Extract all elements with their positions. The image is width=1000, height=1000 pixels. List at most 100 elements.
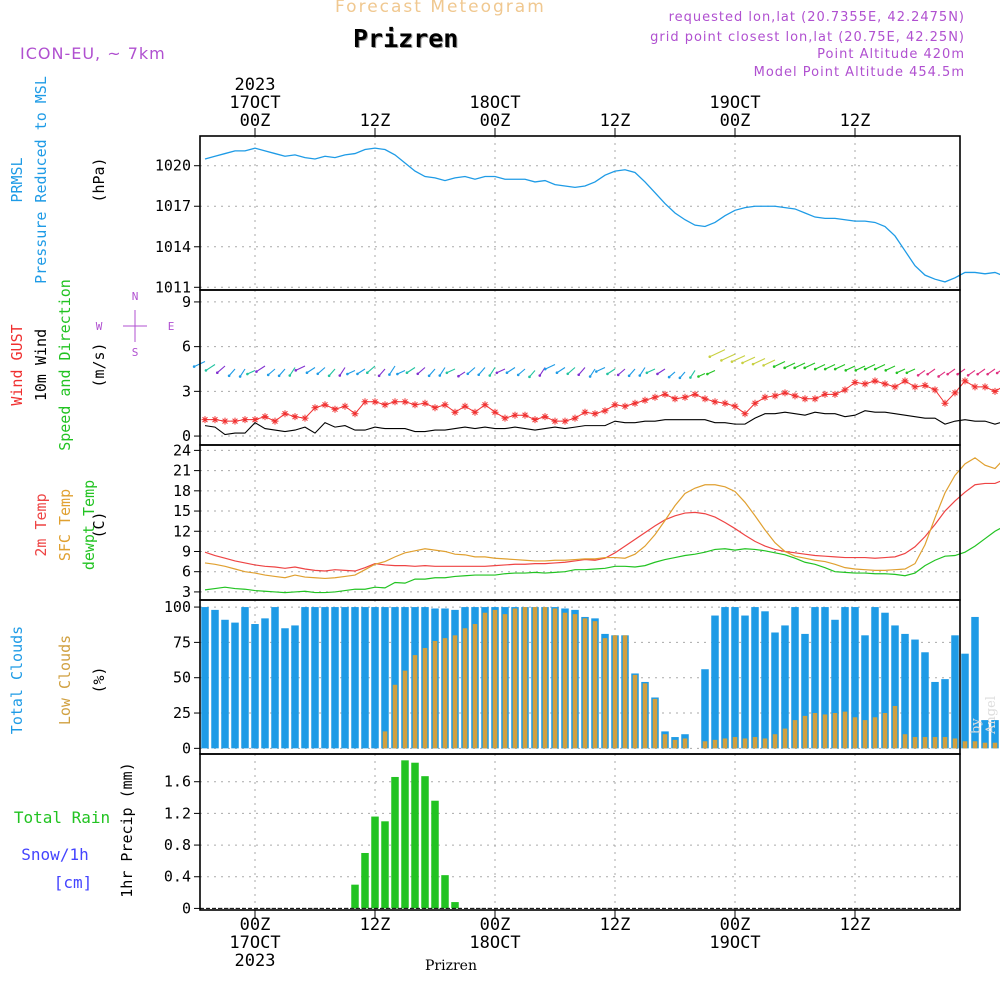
wind-arrow-head xyxy=(895,371,899,375)
bottom-time-label: 00Z xyxy=(240,915,271,935)
top-time-label: 2023 xyxy=(235,75,276,95)
gust-marker xyxy=(761,393,769,401)
low-cloud-bar xyxy=(632,674,638,749)
dewpt-line xyxy=(204,527,1000,594)
gust-marker xyxy=(681,393,689,401)
wind-direction-arrow xyxy=(446,368,456,374)
gust-marker xyxy=(311,404,319,412)
wind-direction-arrow xyxy=(517,368,526,376)
gust-marker xyxy=(821,390,829,398)
low-cloud-bar xyxy=(852,717,858,749)
gust-marker xyxy=(261,413,269,421)
wind-arrow-head xyxy=(667,375,671,379)
gust-marker xyxy=(251,416,259,424)
top-time-label: 12Z xyxy=(840,111,871,131)
low-cloud-bar xyxy=(572,614,578,749)
rain-bar xyxy=(421,776,429,909)
forecast-meteogram-title: Forecast Meteogram xyxy=(335,0,546,17)
total-cloud-bar xyxy=(821,607,829,749)
total-cloud-bar xyxy=(731,607,739,749)
low-cloud-bar xyxy=(412,655,418,749)
y-tick-label: 6 xyxy=(182,563,191,581)
wind-direction-arrow xyxy=(328,368,336,377)
wind-arrow-head xyxy=(706,372,709,376)
wind-direction-arrow xyxy=(617,368,626,376)
gust-marker xyxy=(411,401,419,409)
low-cloud-bar xyxy=(752,737,758,749)
wind-arrow-head xyxy=(377,374,381,378)
total-cloud-bar xyxy=(891,625,899,749)
gust-marker xyxy=(371,398,379,406)
gust-marker xyxy=(231,417,239,425)
y-tick-label: 21 xyxy=(173,462,191,480)
gust-marker xyxy=(451,408,459,416)
y-tick-label: 50 xyxy=(173,669,191,687)
wind-direction-arrow xyxy=(845,365,856,371)
low-cloud-bar xyxy=(702,741,708,749)
top-time-label: 12Z xyxy=(360,111,391,131)
wind-arrow-head xyxy=(488,374,492,377)
wind-arrow-head xyxy=(477,373,481,377)
wind-arrow-head xyxy=(305,371,309,375)
total-cloud-bar xyxy=(941,679,949,749)
wind-arrow-head xyxy=(294,369,298,372)
wind-direction-arrow xyxy=(295,365,306,371)
low-cloud-bar xyxy=(812,713,818,749)
panel-side-label: SFC Temp xyxy=(56,489,74,561)
low-cloud-bar xyxy=(882,713,888,749)
wind-direction-arrow xyxy=(987,368,996,375)
wind-arrow-head xyxy=(495,371,499,375)
wind-direction-arrow xyxy=(646,368,656,374)
wind-direction-arrow xyxy=(397,369,406,375)
low-cloud-bar xyxy=(592,621,598,749)
gust-line xyxy=(205,380,1000,422)
low-cloud-bar xyxy=(472,624,478,749)
total-cloud-bar xyxy=(271,607,279,749)
low-cloud-bar xyxy=(922,737,928,749)
low-cloud-bar xyxy=(652,698,658,749)
wind-direction-arrow xyxy=(216,365,226,374)
gust-marker xyxy=(321,401,329,409)
panel-side-label: dewpt Temp xyxy=(80,480,98,570)
low-cloud-bar xyxy=(992,742,998,749)
wind-direction-arrow xyxy=(784,362,796,369)
y-tick-label: 0 xyxy=(182,899,191,917)
wind-arrow-head xyxy=(204,369,208,372)
total-cloud-bar xyxy=(951,635,959,749)
gust-marker xyxy=(831,390,839,398)
low-cloud-bar xyxy=(482,612,488,749)
low-cloud-bar xyxy=(622,635,628,749)
wind-arrow-head xyxy=(916,373,920,377)
total-cloud-bar xyxy=(711,615,719,749)
gust-marker xyxy=(271,417,279,425)
total-cloud-bar xyxy=(771,632,779,749)
wind-direction-arrow xyxy=(278,368,286,377)
wind-direction-arrow xyxy=(247,369,256,375)
total-cloud-bar xyxy=(321,607,329,749)
gust-marker xyxy=(951,389,959,397)
wind-arrow-head xyxy=(416,372,420,376)
wind-arrow-head xyxy=(956,372,959,376)
wind-arrow-head xyxy=(577,373,581,377)
wind-arrow-head xyxy=(823,367,827,371)
wind-direction-arrow xyxy=(628,368,636,377)
low-cloud-bar xyxy=(522,607,528,749)
wind-arrow-head xyxy=(327,374,331,378)
rain-bar xyxy=(441,875,449,909)
wind-arrow-head xyxy=(555,371,559,375)
low-cloud-bar xyxy=(382,731,388,749)
wind-direction-arrow xyxy=(885,365,896,371)
wind-arrow-head xyxy=(854,369,858,372)
low-cloud-bar xyxy=(982,742,988,749)
wind-direction-arrow xyxy=(467,367,476,375)
bottom-time-label: 00Z xyxy=(720,915,751,935)
wind-direction-arrow xyxy=(256,365,266,373)
gust-marker xyxy=(941,399,949,407)
precip-unit-label: 1hr Precip (mm) xyxy=(118,762,136,897)
low-cloud-bar xyxy=(862,720,868,749)
wind-arrow-head xyxy=(246,372,249,376)
rain-bar xyxy=(411,762,419,909)
low-cloud-bar xyxy=(642,683,648,749)
gust-marker xyxy=(781,389,789,397)
low-cloud-bar xyxy=(542,607,548,749)
